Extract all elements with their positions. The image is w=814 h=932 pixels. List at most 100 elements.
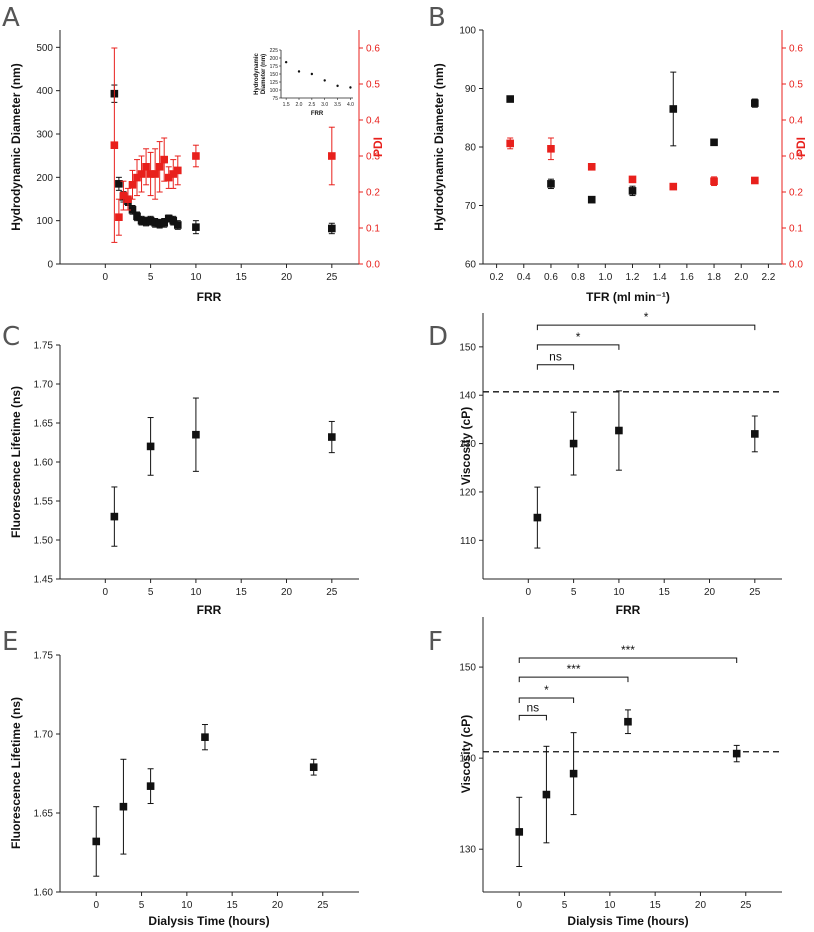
- significance-label: ***: [621, 643, 635, 657]
- x-tick-label: 2.2: [761, 272, 775, 283]
- y-tick-label: 1.55: [34, 497, 54, 508]
- inset-y-tick-label: 75: [272, 96, 278, 102]
- data-point: [328, 433, 336, 441]
- x-tick-label: 0: [103, 587, 109, 598]
- y-axis-label: Hydrodynamic Diameter (nm): [9, 63, 23, 230]
- inset-y-tick-label: 125: [270, 80, 279, 86]
- significance-bracket: [518, 714, 547, 721]
- x-tick-label: 10: [181, 900, 193, 911]
- x-tick-label: 20: [272, 900, 284, 911]
- y-tick-label: 130: [459, 845, 476, 856]
- x-tick-label: 25: [326, 272, 338, 283]
- data-point: [569, 439, 578, 448]
- data-point: [164, 214, 173, 223]
- significance-bracket: [518, 676, 629, 683]
- inset-data-point: [349, 86, 352, 89]
- data-point: [128, 206, 137, 214]
- data-point: [628, 187, 637, 195]
- x-tick-label: 15: [659, 587, 671, 598]
- data-point: [669, 182, 678, 191]
- y-axis-label: Hydrodynamic Diameter (nm): [432, 63, 446, 230]
- panel-c: C 0 5 10 15 20 25 1.45 1.50 1.55 1.60 1.65 1.70 1.75 F…: [2, 322, 359, 617]
- significance-label: ns: [549, 350, 562, 364]
- x-tick-label: 5: [148, 587, 154, 598]
- y2-tick-label: 0.2: [366, 188, 380, 199]
- data-point: [192, 430, 200, 439]
- y-tick-label: 140: [459, 391, 476, 402]
- x-tick-label: 2.0: [734, 272, 748, 283]
- panel-b: B 0.2 0.4 0.6 0.8 1.0 1.2 1.4 1.6 1.8 2.0 2.2 60 70 80…: [428, 3, 808, 304]
- inset-data-point: [323, 79, 326, 82]
- x-tick-label: 15: [650, 900, 662, 911]
- inset-y-axis-label-line2: Diameter (nm): [261, 54, 267, 94]
- y-tick-label: 150: [459, 342, 476, 353]
- x-tick-label: 5: [562, 900, 568, 911]
- data-point: [155, 219, 164, 228]
- x-tick-label: 20: [704, 587, 716, 598]
- data-point: [92, 837, 101, 846]
- inset-y-tick-label: 175: [270, 64, 279, 70]
- data-point: [173, 166, 182, 175]
- significance-bracket: [536, 324, 756, 331]
- data-point: [628, 175, 637, 184]
- y-tick-label: 1.70: [34, 380, 54, 391]
- x-tick-label: 10: [604, 900, 616, 911]
- significance-label: ns: [526, 700, 539, 714]
- x-tick-label: 20: [695, 900, 707, 911]
- x-tick-label: 0: [526, 587, 532, 598]
- data-point: [115, 213, 123, 221]
- y-tick-label: 1.50: [34, 536, 54, 547]
- x-tick-label: 20: [281, 587, 293, 598]
- x-tick-label: 5: [148, 272, 154, 283]
- data-point: [328, 224, 336, 233]
- y-tick-label: 150: [459, 663, 476, 674]
- y-tick-label: 1.65: [34, 809, 54, 820]
- y-tick-label: 1.70: [34, 730, 54, 741]
- inset-x-tick-label: 1.5: [283, 102, 290, 108]
- data-point: [146, 442, 155, 451]
- y-tick-label: 200: [36, 173, 53, 184]
- x-tick-label: 0.8: [571, 272, 585, 283]
- data-point: [569, 769, 578, 778]
- x-tick-label: 1.8: [707, 272, 721, 283]
- significance-label: *: [544, 683, 549, 697]
- y-tick-label: 1.60: [34, 458, 54, 469]
- data-point: [192, 223, 200, 231]
- inset-y-tick-label: 200: [270, 56, 279, 62]
- data-point: [547, 180, 555, 188]
- y-tick-label: 1.60: [34, 888, 54, 899]
- data-point: [515, 828, 524, 836]
- significance-label: *: [644, 310, 649, 324]
- x-tick-label: 0.6: [544, 272, 558, 283]
- y2-tick-label: 0.4: [366, 116, 380, 127]
- y-tick-label: 110: [460, 536, 476, 547]
- significance-bracket: [518, 657, 738, 663]
- panel-label: C: [2, 322, 20, 352]
- data-point: [587, 163, 596, 171]
- data-point: [169, 170, 178, 178]
- x-tick-label: 5: [139, 900, 145, 911]
- data-point: [146, 170, 155, 178]
- y2-axis-label: PDI: [794, 137, 808, 157]
- data-point: [624, 717, 632, 726]
- inset-x-tick-label: 2.5: [308, 102, 315, 108]
- x-axis-label: FRR: [197, 603, 222, 617]
- inset-data-point: [336, 84, 339, 88]
- data-point: [110, 512, 119, 521]
- y2-tick-label: 0.2: [789, 188, 803, 199]
- significance-label: ***: [567, 662, 581, 676]
- y-tick-label: 90: [465, 84, 477, 95]
- data-point: [124, 195, 132, 203]
- data-point: [751, 99, 759, 107]
- significance-label: *: [576, 330, 581, 344]
- significance-bracket: [536, 364, 575, 370]
- panel-d: D 0 5 10 15 20 25 110 120 130 140 150 FRR Viscosity (…: [428, 310, 782, 617]
- x-tick-label: 10: [190, 272, 202, 283]
- y-tick-label: 1.45: [34, 575, 54, 586]
- inset-data-point: [297, 70, 301, 73]
- inset-data-point: [310, 72, 314, 76]
- inset-x-tick-label: 2.0: [296, 102, 303, 108]
- x-axis-label: FRR: [616, 603, 641, 617]
- y2-tick-label: 0.0: [366, 260, 380, 271]
- data-point: [169, 216, 178, 225]
